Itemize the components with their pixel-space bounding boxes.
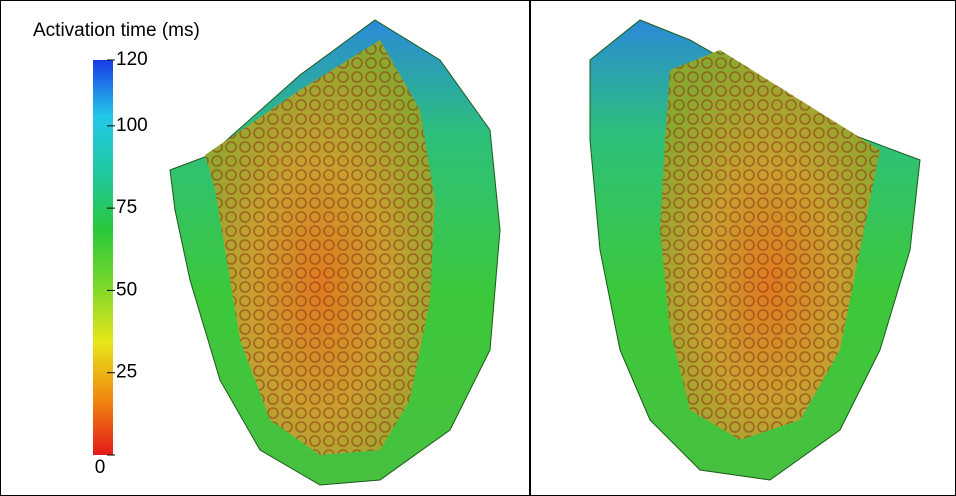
tick-label: 0 (95, 457, 106, 478)
right-heart (589, 19, 921, 481)
tick-label: 75 (116, 197, 137, 218)
colorbar (93, 60, 113, 455)
colorbar-title: Activation time (ms) (33, 20, 200, 41)
left-heart (169, 19, 501, 486)
tick-label: 25 (116, 362, 137, 383)
tick-label: 100 (116, 115, 148, 136)
tick-label: 50 (116, 279, 137, 300)
tick-label: 120 (116, 49, 148, 70)
